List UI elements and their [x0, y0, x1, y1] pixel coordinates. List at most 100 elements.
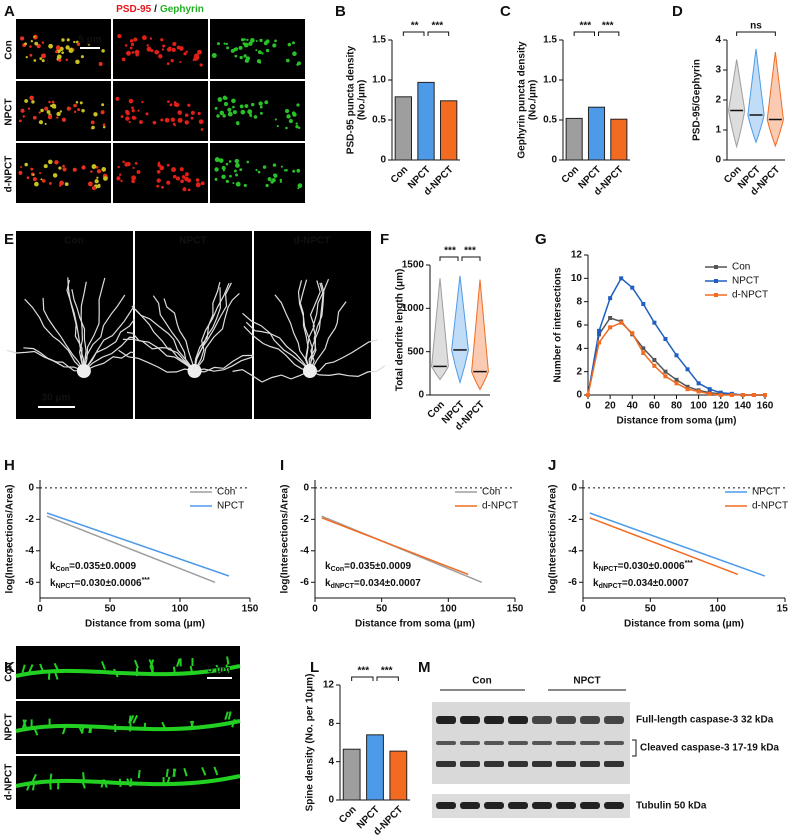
significance-label: ***	[431, 21, 443, 32]
puncta	[61, 117, 67, 122]
puncta	[87, 43, 90, 46]
puncta	[246, 160, 250, 164]
band	[484, 761, 504, 767]
micrograph	[254, 231, 371, 419]
puncta	[222, 114, 226, 118]
spine	[113, 668, 119, 678]
y-tick-label: -6	[300, 577, 309, 588]
puncta	[137, 109, 140, 112]
spine	[47, 671, 51, 680]
title-part: Gephyrin	[160, 4, 204, 15]
puncta	[199, 63, 203, 67]
violin	[471, 279, 489, 391]
puncta	[172, 174, 177, 179]
puncta	[32, 177, 37, 182]
y-axis-label: PSD-95/Gephyrin	[692, 59, 703, 141]
puncta	[20, 108, 25, 113]
puncta	[134, 117, 137, 120]
puncta	[256, 59, 261, 64]
annotation-part: Con	[56, 566, 70, 573]
puncta	[116, 176, 121, 181]
puncta	[214, 177, 218, 181]
band	[556, 716, 576, 724]
puncta	[27, 107, 31, 110]
dendrite	[83, 308, 145, 372]
puncta	[130, 42, 135, 47]
spine	[201, 767, 207, 776]
band	[484, 741, 504, 745]
dendrite	[163, 298, 196, 372]
puncta	[285, 168, 288, 172]
x-tick-label: 50	[104, 604, 116, 615]
puncta	[273, 173, 277, 177]
puncta	[244, 58, 249, 63]
series-line	[46, 515, 216, 583]
y-tick-label: 8	[576, 296, 582, 307]
spine	[149, 667, 156, 677]
marker	[685, 387, 690, 392]
puncta	[26, 176, 30, 180]
y-tick-label: -2	[25, 514, 34, 525]
puncta	[103, 176, 108, 181]
puncta	[100, 110, 105, 115]
puncta	[262, 165, 267, 169]
puncta	[93, 112, 98, 117]
significance-label: ***	[464, 246, 476, 257]
puncta	[48, 100, 51, 104]
puncta	[58, 184, 62, 187]
y-tick-label: 8	[328, 718, 334, 729]
puncta	[101, 167, 107, 172]
puncta	[180, 179, 184, 184]
spine	[53, 671, 59, 680]
puncta	[279, 178, 282, 182]
marker	[718, 393, 723, 397]
spine	[118, 778, 122, 787]
micrograph	[135, 231, 252, 419]
marker	[619, 276, 624, 281]
spine	[61, 725, 67, 735]
x-tick-label: 100	[709, 604, 726, 615]
spine	[149, 659, 155, 668]
puncta	[115, 96, 120, 101]
dendrite	[297, 280, 311, 372]
puncta	[168, 46, 172, 50]
puncta	[96, 169, 102, 174]
puncta	[31, 100, 35, 104]
puncta	[225, 42, 228, 46]
puncta	[292, 169, 296, 173]
spine	[21, 664, 26, 674]
puncta	[214, 106, 218, 110]
puncta	[166, 163, 170, 167]
marker	[663, 369, 668, 374]
puncta	[134, 161, 138, 165]
micrograph	[16, 231, 133, 419]
legend-label: d-NPCT	[752, 501, 788, 512]
significance-bracket	[402, 31, 425, 36]
y-tick-label: 0	[576, 390, 582, 401]
marker	[652, 358, 657, 362]
spine	[26, 782, 31, 791]
puncta	[68, 48, 74, 54]
puncta	[153, 121, 156, 125]
puncta	[272, 43, 277, 48]
micrograph	[210, 19, 305, 79]
spine	[49, 773, 53, 782]
y-tick-label: -4	[25, 545, 34, 556]
dendrite	[194, 282, 230, 372]
puncta	[297, 187, 300, 190]
puncta	[141, 35, 147, 41]
y-tick-label: 12	[323, 680, 335, 691]
puncta	[131, 51, 135, 54]
marker	[674, 353, 679, 358]
soma	[76, 364, 91, 378]
puncta	[32, 173, 35, 176]
marker	[619, 320, 624, 325]
puncta	[177, 110, 183, 115]
y-tick-label: -4	[300, 545, 309, 556]
puncta	[195, 178, 200, 182]
marker	[685, 384, 690, 389]
puncta	[179, 118, 183, 122]
legend-label: NPCT	[217, 501, 244, 512]
band	[460, 761, 480, 767]
puncta	[274, 39, 277, 43]
